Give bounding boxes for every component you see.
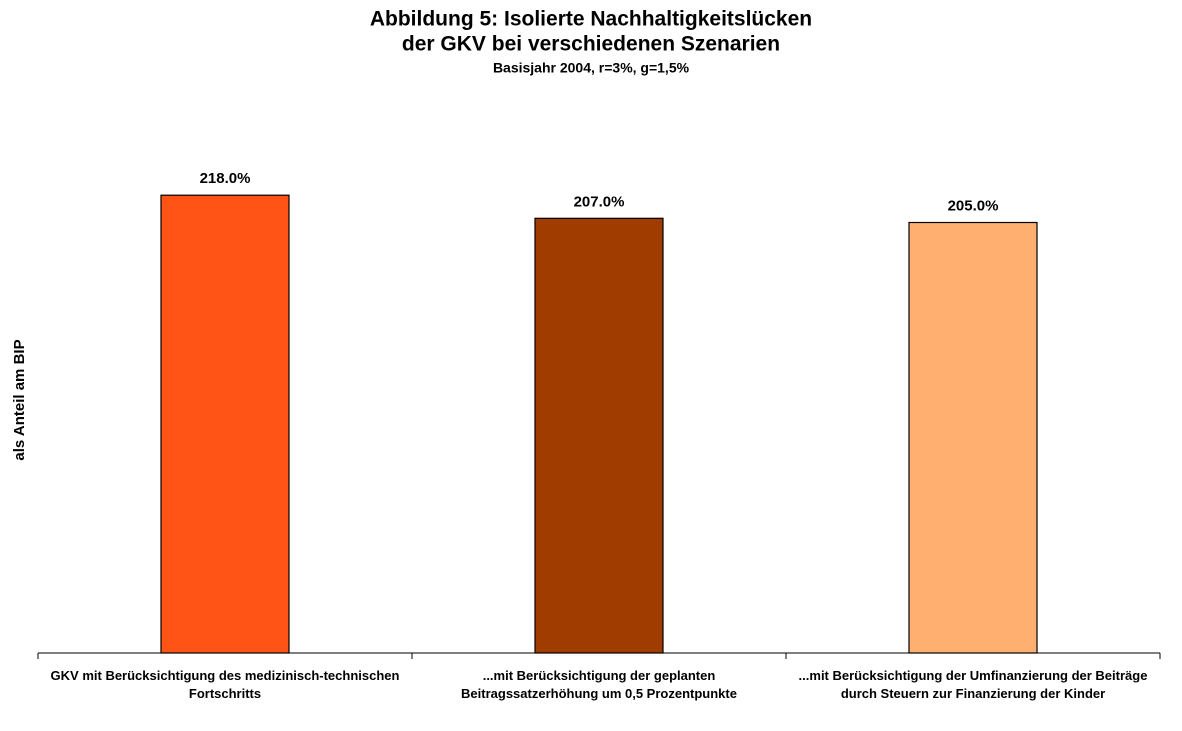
chart-subtitle: Basisjahr 2004, r=3%, g=1,5% (493, 60, 690, 76)
value-label: 205.0% (948, 197, 999, 214)
bar (160, 194, 290, 654)
bar (908, 221, 1038, 654)
x-tick-label: GKV mit Berücksichtigung des medizinisch… (50, 668, 400, 701)
x-tick-label: ...mit Berücksichtigung der geplanten Be… (461, 668, 737, 701)
chart-title: Abbildung 5: Isolierte Nachhaltigkeitslü… (370, 8, 812, 31)
x-tick-label: ...mit Berücksichtigung der Umfinanzieru… (798, 668, 1148, 701)
bar (534, 217, 664, 654)
value-label: 218.0% (200, 170, 251, 187)
chart-title: der GKV bei verschiedenen Szenarien (402, 33, 780, 56)
y-axis-label: als Anteil am BIP (11, 339, 28, 460)
value-label: 207.0% (574, 193, 625, 210)
